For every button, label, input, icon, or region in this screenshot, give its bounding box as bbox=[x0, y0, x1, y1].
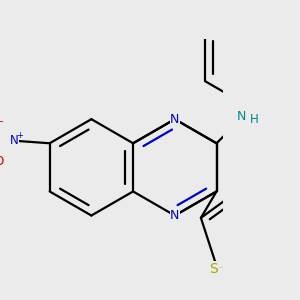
Text: H: H bbox=[250, 113, 259, 126]
Text: N: N bbox=[10, 134, 19, 147]
Text: +: + bbox=[16, 130, 23, 140]
Text: N: N bbox=[170, 209, 179, 222]
Text: O: O bbox=[0, 154, 4, 167]
Text: N: N bbox=[237, 110, 247, 123]
Text: N: N bbox=[170, 113, 179, 126]
Text: S: S bbox=[209, 262, 218, 276]
Text: −: − bbox=[0, 117, 4, 127]
